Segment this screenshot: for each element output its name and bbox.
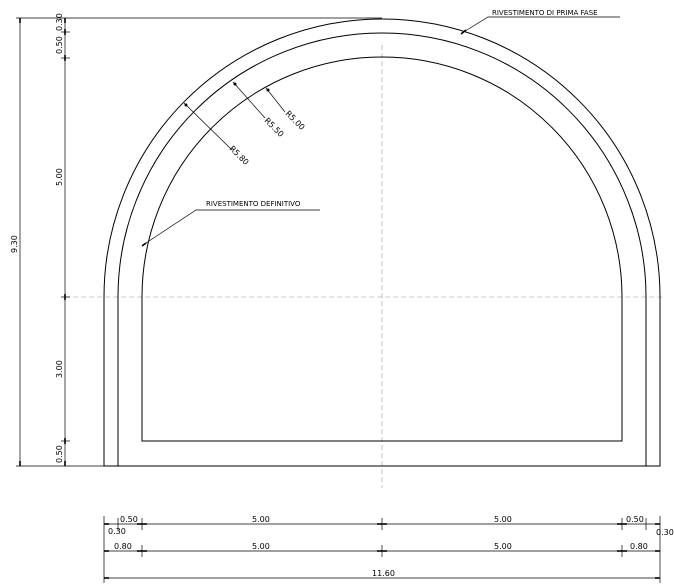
label-rivestimento-definitivo: RIVESTIMENTO DEFINITIVO: [206, 200, 301, 208]
dim-h-r2-left-080: 0.80: [114, 542, 132, 551]
dim-h-r1-left-500: 5.00: [252, 515, 270, 524]
arrow-r580: [184, 103, 188, 107]
outer-profile-r580: [103, 18, 661, 467]
vertical-dimension-arrows: [19, 18, 66, 466]
dim-h-total: 11.60: [372, 569, 395, 578]
radius-label-r500: R5.00: [284, 109, 307, 132]
inner-profile-r500: [141, 56, 623, 442]
dim-v-total: 9.30: [10, 235, 19, 253]
dim-h-r1-left-050: 0.50: [120, 515, 138, 524]
center-lines: [65, 45, 665, 488]
dim-v-300-wall: 3.00: [55, 360, 64, 378]
vertical-dimension-lines: [16, 17, 382, 467]
arrow-r550: [233, 82, 237, 86]
dim-v-500-arch: 5.00: [55, 168, 64, 186]
radius-label-r580: R5.80: [228, 144, 251, 167]
dim-h-r2-left-500: 5.00: [252, 542, 270, 551]
leader-r500: [265, 87, 286, 113]
annotation-arrowheads: [141, 29, 467, 247]
middle-profile-r550: [117, 32, 647, 466]
radius-leaders: [183, 81, 286, 151]
dim-h-r2-right-500: 5.00: [494, 542, 512, 551]
dim-h-r1-right-500: 5.00: [494, 515, 512, 524]
label-rivestimento-prima-fase: RIVESTIMENTO DI PRIMA FASE: [492, 9, 598, 17]
dim-h-r2-right-080: 0.80: [630, 542, 648, 551]
arrow-r500: [266, 88, 270, 92]
leader-r550: [232, 81, 266, 119]
arrow-prima-fase: [460, 29, 467, 35]
arrow-definitivo: [141, 242, 147, 247]
leader-r580: [183, 102, 233, 151]
radius-label-r550: R5.50: [263, 116, 286, 139]
leader-prima-fase: [461, 16, 620, 34]
dim-v-030-top: 0.30: [55, 13, 64, 31]
annotation-leaders: [142, 16, 620, 246]
dim-h-r1-right-030: 0.30: [656, 528, 674, 537]
horizontal-dimension-arrows: [104, 523, 660, 579]
dim-v-050-base: 0.50: [55, 445, 64, 463]
dim-v-050-top: 0.50: [55, 36, 64, 54]
leader-definitivo: [142, 209, 320, 246]
dim-h-r1-left-030: 0.30: [108, 527, 126, 536]
dim-h-r1-right-050: 0.50: [626, 515, 644, 524]
radius-arrows: [184, 82, 270, 107]
tunnel-section: [103, 18, 661, 467]
